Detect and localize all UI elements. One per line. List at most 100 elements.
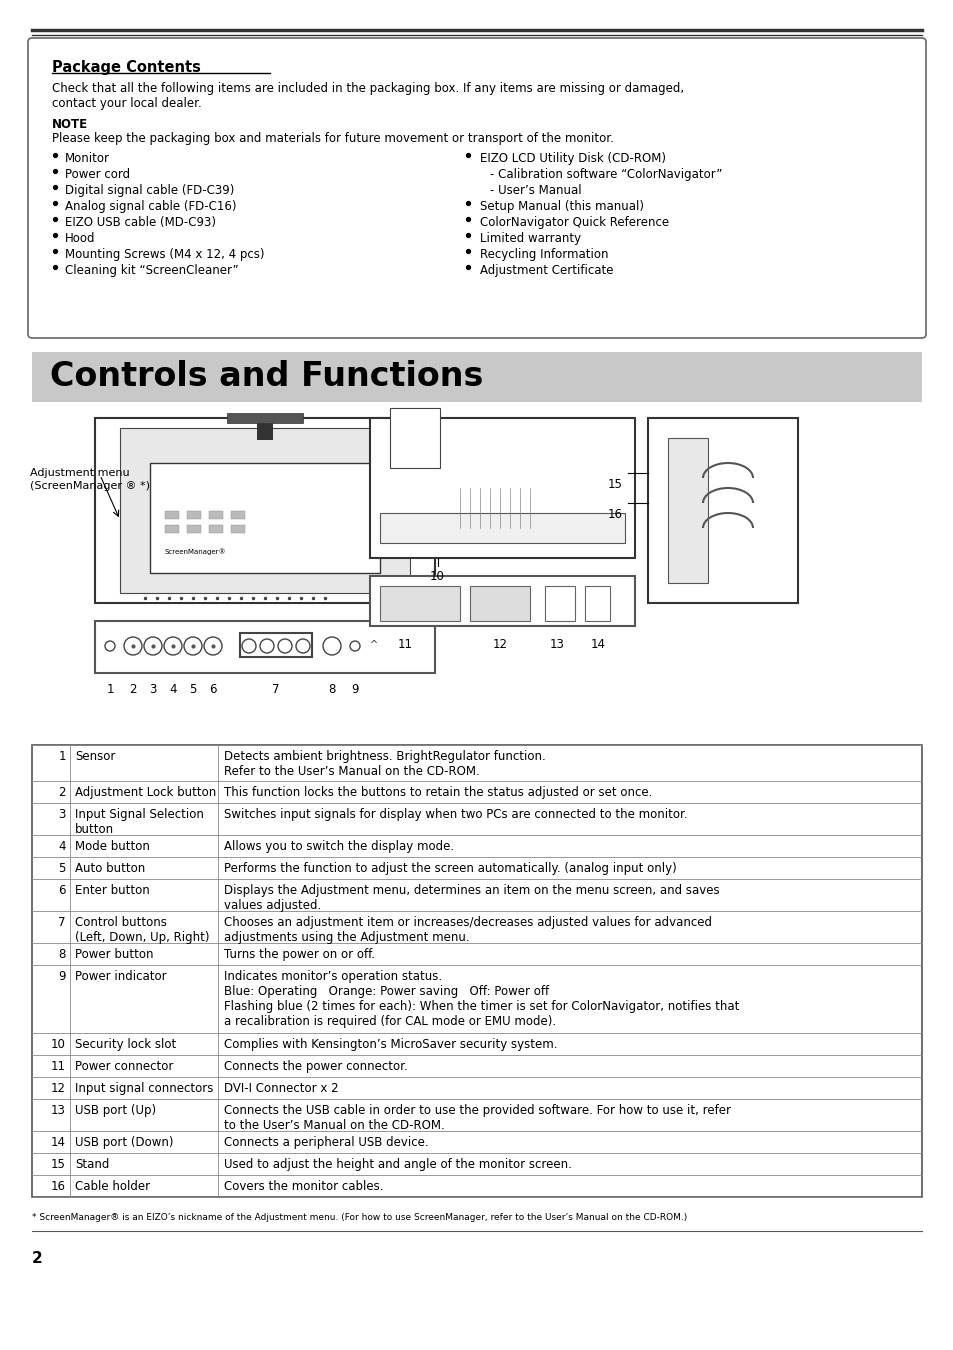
Text: Setup Manual (this manual): Setup Manual (this manual) — [479, 200, 643, 213]
Text: Connects a peripheral USB device.: Connects a peripheral USB device. — [224, 1135, 428, 1149]
Bar — [584, 586, 609, 621]
Text: Auto button: Auto button — [75, 863, 145, 875]
Text: DVI-I Connector x 2: DVI-I Connector x 2 — [224, 1081, 338, 1095]
Bar — [187, 525, 201, 533]
Text: Turns the power on or off.: Turns the power on or off. — [224, 948, 375, 961]
Text: 5: 5 — [189, 683, 196, 697]
Text: Input Signal Selection
button: Input Signal Selection button — [75, 809, 204, 836]
Text: 9: 9 — [58, 971, 66, 983]
Text: Adjustment menu: Adjustment menu — [30, 468, 130, 478]
Text: Cable holder: Cable holder — [75, 1180, 150, 1193]
Text: EIZO USB cable (MD-C93): EIZO USB cable (MD-C93) — [65, 216, 215, 230]
Text: 15: 15 — [51, 1158, 66, 1170]
Text: 15: 15 — [607, 478, 622, 491]
Bar — [95, 418, 435, 603]
Text: Cleaning kit “ScreenCleaner”: Cleaning kit “ScreenCleaner” — [65, 265, 238, 277]
Text: 14: 14 — [590, 639, 605, 651]
Bar — [231, 512, 245, 518]
Text: 11: 11 — [397, 639, 412, 651]
Text: Mounting Screws (M4 x 12, 4 pcs): Mounting Screws (M4 x 12, 4 pcs) — [65, 248, 264, 261]
Text: Indicates monitor’s operation status.
Blue: Operating   Orange: Power saving   O: Indicates monitor’s operation status. Bl… — [224, 971, 739, 1027]
Text: 2: 2 — [129, 683, 136, 697]
Bar — [256, 418, 273, 440]
Bar — [209, 512, 223, 518]
Text: ColorNavigator Quick Reference: ColorNavigator Quick Reference — [479, 216, 668, 230]
Text: ScreenManager®: ScreenManager® — [165, 548, 227, 555]
Text: Hood: Hood — [65, 232, 95, 244]
Text: Limited warranty: Limited warranty — [479, 232, 580, 244]
Text: Displays the Adjustment menu, determines an item on the menu screen, and saves
v: Displays the Adjustment menu, determines… — [224, 884, 719, 913]
Bar — [150, 463, 379, 572]
Text: Adjustment Lock button: Adjustment Lock button — [75, 786, 216, 799]
Text: This function locks the buttons to retain the status adjusted or set once.: This function locks the buttons to retai… — [224, 786, 652, 799]
Bar — [231, 525, 245, 533]
Text: Package Contents: Package Contents — [52, 59, 201, 76]
Text: Enter button: Enter button — [75, 884, 150, 896]
Text: 12: 12 — [51, 1081, 66, 1095]
Text: Control buttons
(Left, Down, Up, Right): Control buttons (Left, Down, Up, Right) — [75, 917, 210, 944]
Text: 7: 7 — [272, 683, 279, 697]
Text: Please keep the packaging box and materials for future movement or transport of : Please keep the packaging box and materi… — [52, 132, 613, 144]
Bar — [390, 408, 439, 468]
Text: 4: 4 — [58, 840, 66, 853]
Text: NOTE: NOTE — [52, 117, 88, 131]
Text: 16: 16 — [51, 1180, 66, 1193]
Text: 1: 1 — [58, 751, 66, 763]
Text: 8: 8 — [328, 683, 335, 697]
Text: Monitor: Monitor — [65, 153, 110, 165]
Text: 14: 14 — [51, 1135, 66, 1149]
Text: 3: 3 — [150, 683, 156, 697]
Text: Stand: Stand — [75, 1158, 110, 1170]
Text: 13: 13 — [51, 1104, 66, 1116]
Text: Security lock slot: Security lock slot — [75, 1038, 176, 1052]
Bar — [187, 512, 201, 518]
Text: 16: 16 — [607, 508, 622, 521]
Text: 13: 13 — [549, 639, 564, 651]
Bar — [379, 586, 459, 621]
Text: 2: 2 — [32, 1251, 43, 1266]
Text: Allows you to switch the display mode.: Allows you to switch the display mode. — [224, 840, 454, 853]
Bar — [544, 586, 575, 621]
Text: 10: 10 — [430, 570, 444, 583]
Text: Switches input signals for display when two PCs are connected to the monitor.: Switches input signals for display when … — [224, 809, 687, 821]
Text: Connects the USB cable in order to use the provided software. For how to use it,: Connects the USB cable in order to use t… — [224, 1104, 730, 1133]
Bar — [32, 745, 921, 1197]
Text: - User’s Manual: - User’s Manual — [490, 184, 581, 197]
Text: Power cord: Power cord — [65, 167, 130, 181]
Text: 11: 11 — [51, 1060, 66, 1073]
Text: Power indicator: Power indicator — [75, 971, 167, 983]
Bar — [165, 525, 179, 533]
Bar — [165, 512, 179, 518]
Text: 1: 1 — [106, 683, 113, 697]
Text: 9: 9 — [351, 683, 358, 697]
Text: 4: 4 — [169, 683, 176, 697]
Text: Recycling Information: Recycling Information — [479, 248, 608, 261]
Text: USB port (Up): USB port (Up) — [75, 1104, 156, 1116]
Text: Digital signal cable (FD-C39): Digital signal cable (FD-C39) — [65, 184, 234, 197]
Text: Power button: Power button — [75, 948, 153, 961]
Bar — [240, 633, 312, 657]
Text: 8: 8 — [58, 948, 66, 961]
Text: * ScreenManager® is an EIZO’s nickname of the Adjustment menu. (For how to use S: * ScreenManager® is an EIZO’s nickname o… — [32, 1214, 686, 1222]
Text: 3: 3 — [58, 809, 66, 821]
Text: EIZO LCD Utility Disk (CD-ROM): EIZO LCD Utility Disk (CD-ROM) — [479, 153, 665, 165]
Bar — [647, 418, 797, 603]
Bar — [209, 525, 223, 533]
Text: - Calibration software “ColorNavigator”: - Calibration software “ColorNavigator” — [490, 167, 721, 181]
Text: 6: 6 — [209, 683, 216, 697]
Bar — [379, 513, 624, 543]
Text: Input signal connectors: Input signal connectors — [75, 1081, 213, 1095]
Bar — [32, 352, 921, 402]
Text: Chooses an adjustment item or increases/decreases adjusted values for advanced
a: Chooses an adjustment item or increases/… — [224, 917, 711, 944]
Text: Covers the monitor cables.: Covers the monitor cables. — [224, 1180, 383, 1193]
Text: (ScreenManager ® *): (ScreenManager ® *) — [30, 481, 150, 491]
Text: Adjustment Certificate: Adjustment Certificate — [479, 265, 613, 277]
Text: 12: 12 — [492, 639, 507, 651]
Text: Sensor: Sensor — [75, 751, 115, 763]
Text: Check that all the following items are included in the packaging box. If any ite: Check that all the following items are i… — [52, 82, 683, 109]
Text: Detects ambient brightness. BrightRegulator function.
Refer to the User’s Manual: Detects ambient brightness. BrightRegula… — [224, 751, 545, 778]
Text: 6: 6 — [58, 884, 66, 896]
Text: Performs the function to adjust the screen automatically. (analog input only): Performs the function to adjust the scre… — [224, 863, 676, 875]
Text: Power connector: Power connector — [75, 1060, 173, 1073]
Bar — [370, 576, 635, 626]
